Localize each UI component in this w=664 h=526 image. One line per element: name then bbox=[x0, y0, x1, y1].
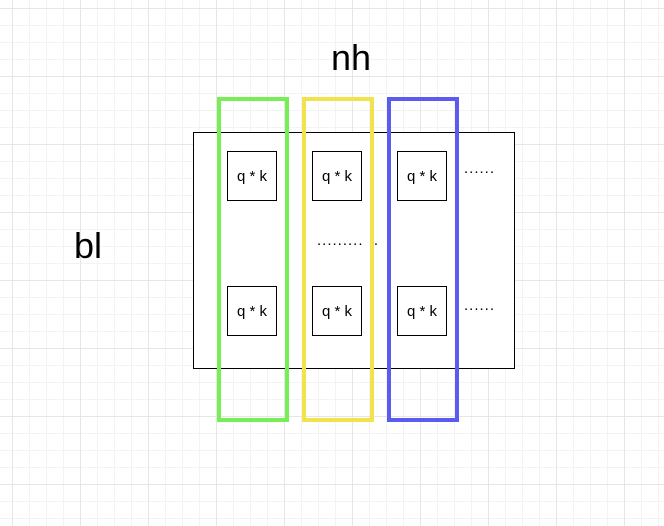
cell-row1-col2: q * k bbox=[312, 151, 362, 201]
ellipsis-right-bottom: ...... bbox=[464, 297, 496, 314]
cell-row1-col3: q * k bbox=[397, 151, 447, 201]
cell-row2-col3: q * k bbox=[397, 286, 447, 336]
cell-row2-col2: q * k bbox=[312, 286, 362, 336]
label-nh: nh bbox=[331, 37, 372, 78]
head-column-blue bbox=[387, 97, 459, 422]
head-column-yellow bbox=[302, 97, 374, 422]
ellipsis-right-top: ...... bbox=[464, 160, 496, 177]
head-column-green bbox=[217, 97, 289, 422]
label-bl: bl bbox=[74, 225, 103, 266]
cell-row1-col1: q * k bbox=[227, 151, 277, 201]
ellipsis-middle: ......... .. bbox=[317, 232, 380, 249]
cell-row2-col1: q * k bbox=[227, 286, 277, 336]
